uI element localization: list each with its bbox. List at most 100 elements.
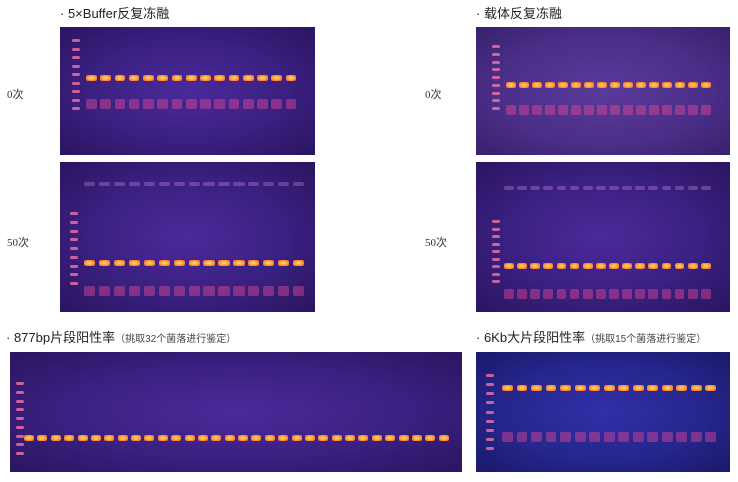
- ladder-band: [492, 227, 500, 231]
- well: [517, 186, 527, 190]
- primer-smear: [519, 105, 529, 115]
- ladder-band: [70, 212, 78, 215]
- ladder-band: [486, 401, 494, 405]
- primer-smear: [661, 432, 673, 442]
- well: [203, 182, 215, 186]
- ladder-band: [70, 247, 78, 250]
- ladder-band: [492, 60, 500, 64]
- dna-band: [618, 385, 630, 391]
- dna-band: [635, 263, 646, 269]
- panel-title-vector: · 载体反复冻融: [476, 6, 562, 21]
- well: [128, 182, 140, 186]
- primer-smear: [603, 432, 615, 442]
- ladder-band: [70, 238, 78, 242]
- primer-smear: [185, 99, 197, 109]
- dna-band: [218, 260, 230, 266]
- well: [556, 186, 567, 190]
- label-50-cycles-left: 50次: [7, 237, 29, 249]
- primer-smear: [622, 289, 632, 299]
- dna-band: [171, 75, 183, 81]
- dna-band: [519, 82, 529, 88]
- ladder-band: [492, 242, 500, 246]
- dna-band: [530, 263, 541, 269]
- primer-smear: [675, 105, 685, 115]
- primer-smear: [278, 286, 290, 296]
- dna-band: [224, 435, 235, 441]
- well: [700, 186, 711, 190]
- primer-smear: [128, 286, 140, 296]
- dna-band: [128, 260, 140, 266]
- dna-band: [674, 263, 685, 269]
- dna-band: [158, 260, 170, 266]
- dna-band: [675, 82, 685, 88]
- dna-band: [371, 435, 382, 441]
- primer-smear: [609, 289, 619, 299]
- ladder-band: [486, 410, 494, 414]
- dna-band: [701, 82, 711, 88]
- dna-band: [700, 263, 711, 269]
- dna-band: [636, 82, 646, 88]
- label-0-cycles-right: 0次: [425, 89, 442, 101]
- dna-band: [114, 75, 126, 81]
- primer-smear: [647, 432, 659, 442]
- dna-band: [113, 260, 126, 266]
- ladder-band: [492, 235, 500, 238]
- ladder-band: [486, 447, 494, 450]
- primer-smear: [504, 289, 514, 299]
- well: [293, 182, 305, 186]
- dna-band: [184, 435, 195, 441]
- gel-vector-0: [476, 27, 730, 155]
- dna-band: [574, 385, 586, 391]
- ladder-band: [492, 76, 500, 79]
- primer-smear: [661, 289, 672, 299]
- primer-smear: [233, 286, 245, 296]
- dna-band: [661, 385, 673, 391]
- primer-smear: [690, 432, 702, 442]
- panel-title-buffer: · 5×Buffer反复冻融: [60, 6, 170, 21]
- dna-band: [233, 260, 245, 266]
- dna-band: [648, 263, 659, 269]
- primer-smear: [143, 286, 155, 296]
- well: [98, 182, 111, 186]
- dna-band: [291, 435, 302, 441]
- primer-smear: [293, 286, 305, 296]
- gel-buffer-50: [60, 162, 315, 312]
- well: [582, 186, 593, 190]
- ladder-band: [16, 417, 24, 420]
- primer-smear: [636, 105, 646, 115]
- primer-smear: [700, 289, 711, 299]
- primer-smear: [674, 289, 685, 299]
- primer-smear: [545, 432, 557, 442]
- ladder-band: [16, 443, 24, 447]
- dna-band: [98, 260, 111, 266]
- title-note: （挑取15个菌落进行鉴定）: [585, 334, 707, 345]
- title-text: 877bp片段阳性率: [13, 330, 116, 345]
- dna-band: [597, 82, 607, 88]
- primer-smear: [571, 105, 581, 115]
- primer-smear: [574, 432, 586, 442]
- label-0-cycles-left: 0次: [7, 89, 24, 101]
- ladder-band: [486, 374, 494, 377]
- dna-band: [157, 75, 169, 81]
- dna-band: [104, 435, 115, 441]
- ladder-band: [16, 408, 24, 412]
- well: [143, 182, 155, 186]
- well: [84, 182, 96, 186]
- dna-band: [705, 385, 717, 391]
- primer-smear: [610, 105, 620, 115]
- primer-smear: [157, 99, 169, 109]
- gel-vector-50: [476, 162, 730, 312]
- dna-band: [100, 75, 111, 81]
- primer-smear: [701, 105, 711, 115]
- primer-smear: [558, 105, 568, 115]
- well: [188, 182, 200, 186]
- dna-band: [623, 82, 633, 88]
- dna-band: [117, 435, 128, 441]
- ladder-band: [16, 425, 24, 429]
- well: [661, 186, 672, 190]
- well: [233, 182, 245, 186]
- dna-band: [77, 435, 88, 441]
- ladder-band: [72, 39, 80, 42]
- dna-band: [131, 435, 142, 441]
- title-text: 载体反复冻融: [483, 6, 562, 21]
